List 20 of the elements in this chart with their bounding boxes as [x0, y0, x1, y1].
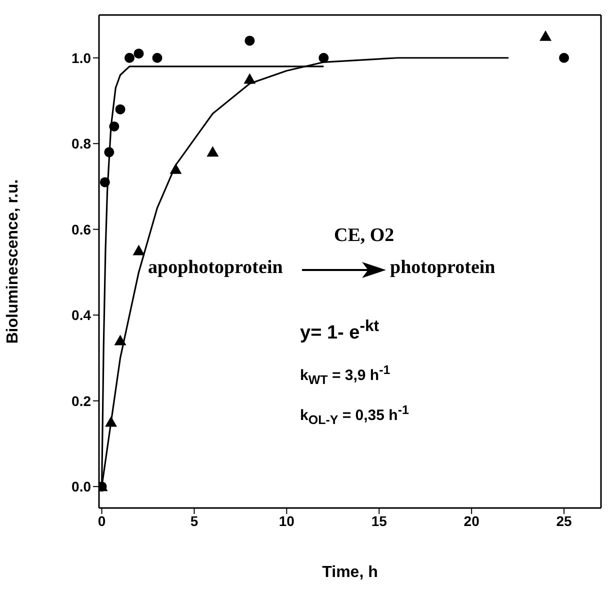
y-tick-label: 0.4: [72, 307, 92, 324]
x-tick-label: 5: [190, 512, 198, 529]
y-tick-label: 1.0: [72, 50, 92, 66]
annotation: apophotoprotein: [148, 257, 283, 279]
annotation: CE, O2: [334, 225, 394, 247]
annotation: y= 1- e$^{-kt}$: [300, 318, 380, 344]
annotation: photoprotein: [390, 257, 496, 279]
y-tick-label: 0.8: [72, 136, 92, 152]
x-axis-title: Time, h: [322, 564, 378, 581]
y-axis-title: Bioluminescence, r.u.: [4, 179, 22, 344]
annotation: k$_{WT}$ = 3,9 h$^{-1}$: [300, 363, 390, 388]
y-tick-label: 0.0: [72, 478, 92, 495]
annotation: k$_{OL-Y}$ = 0,35 h$^{-1}$: [300, 403, 409, 428]
x-tick-label: 15: [371, 512, 388, 529]
y-tick-label: 0.6: [72, 221, 92, 238]
x-tick-label: 25: [556, 512, 572, 529]
x-tick-label: 10: [278, 512, 295, 529]
x-tick-label: 20: [464, 512, 480, 529]
y-tick-label: 0.2: [72, 392, 92, 409]
x-tick-label: 0: [98, 512, 106, 529]
